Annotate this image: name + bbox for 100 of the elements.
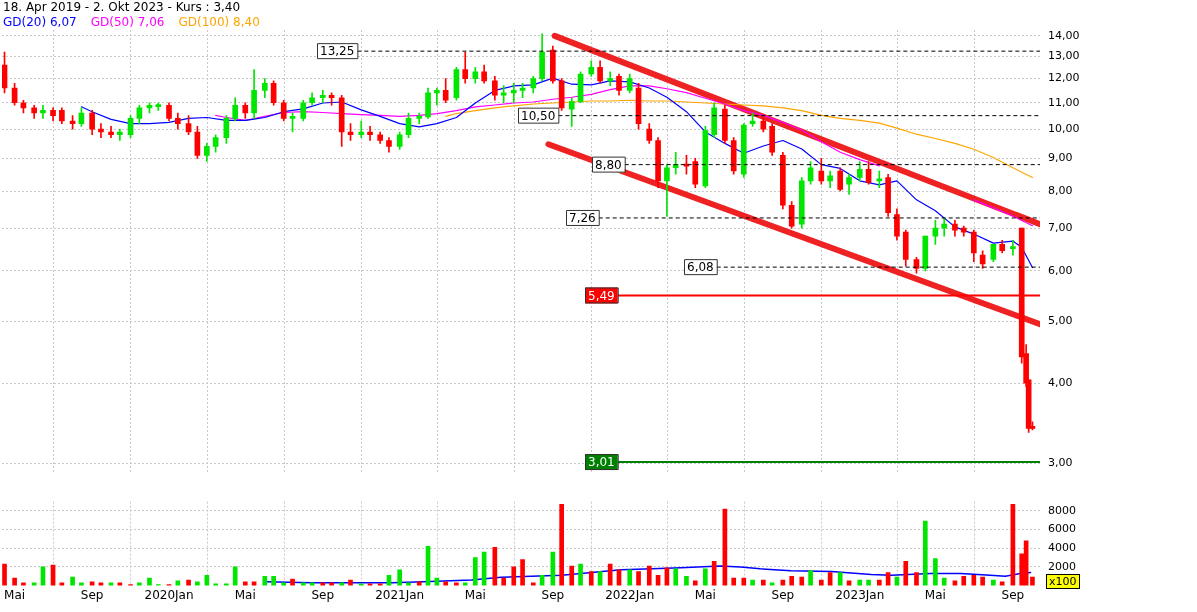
x-tick-label: 2021Jan <box>375 587 425 602</box>
x-tick-label: 2022Jan <box>605 587 655 602</box>
y-tick-label: 2000 <box>1048 559 1076 573</box>
candlestick <box>40 104 46 119</box>
bar <box>290 578 295 586</box>
bar <box>70 576 75 586</box>
candlestick <box>1010 239 1016 256</box>
bar <box>607 563 613 586</box>
bar <box>530 582 536 586</box>
bar <box>646 565 652 586</box>
candlestick <box>607 71 614 86</box>
bar <box>933 558 938 586</box>
y-tick-label: 13,00 <box>1048 49 1080 63</box>
bar <box>941 577 947 586</box>
bar <box>454 582 459 586</box>
bar <box>588 571 594 586</box>
bar <box>281 582 287 586</box>
ref-line-label: 10,50 <box>521 108 556 123</box>
y-tick-label: 11,00 <box>1048 95 1080 109</box>
ref-line-label: 8,80 <box>595 157 622 172</box>
bar <box>300 582 306 586</box>
bar <box>21 582 26 586</box>
bar <box>569 565 575 586</box>
y-tick-label: 8000 <box>1048 503 1076 517</box>
x-tick-label: Sep <box>541 587 565 602</box>
ref-line-label: 3,01 <box>588 455 615 470</box>
bar <box>511 566 517 586</box>
bar <box>462 582 468 586</box>
x-tick-label: Sep <box>771 587 795 602</box>
bar <box>731 577 737 586</box>
y-tick-label: 4000 <box>1048 541 1076 555</box>
candlestick <box>434 87 440 106</box>
candlestick <box>672 151 679 175</box>
bar <box>627 569 633 586</box>
bar <box>339 582 345 586</box>
bar <box>971 575 977 586</box>
bar <box>271 575 276 586</box>
bar <box>684 575 689 586</box>
y-tick-label: 10,00 <box>1048 122 1080 136</box>
chart-title: 18. Apr 2019 - 2. Okt 2023 - Kurs : 3,40 <box>3 0 241 14</box>
y-tick-label: 8,00 <box>1048 183 1073 197</box>
bar <box>406 582 411 586</box>
candlestick <box>358 120 365 138</box>
bar <box>213 583 218 586</box>
bar <box>397 569 403 586</box>
bar <box>147 577 152 586</box>
text: x100 <box>1046 573 1080 589</box>
bar <box>329 582 334 586</box>
bar <box>673 568 679 586</box>
bar <box>501 577 506 586</box>
bar <box>358 583 364 586</box>
bar <box>559 504 564 586</box>
bar <box>903 561 909 586</box>
text: GD(50) 7,06 <box>90 15 165 29</box>
candlestick <box>117 128 123 141</box>
y-tick-label: 9,00 <box>1048 151 1073 165</box>
bar <box>224 583 229 586</box>
ref-line-label: 7,26 <box>569 211 596 226</box>
ref-line-label: 6,08 <box>687 260 714 275</box>
bar <box>2 563 7 586</box>
candlestick <box>98 123 104 138</box>
y-tick-label: 3,00 <box>1048 455 1073 469</box>
bar <box>922 520 928 586</box>
y-tick-label: 7,00 <box>1048 220 1073 234</box>
y-tick-label: 14,00 <box>1048 28 1080 42</box>
candlestick <box>108 126 114 138</box>
x-tick-label: Sep <box>1001 587 1025 602</box>
bar <box>741 577 747 586</box>
bar <box>789 575 795 586</box>
x-tick-label: Mai <box>924 587 946 602</box>
x-tick-label: 2020Jan <box>144 587 194 602</box>
bar <box>703 568 708 586</box>
bar <box>837 572 843 586</box>
ref-line-label: 13,25 <box>320 44 355 59</box>
bar <box>204 575 210 586</box>
text: GD(100) 8,40 <box>178 15 260 29</box>
x-tick-label: Mai <box>464 587 486 602</box>
x-tick-label: Mai <box>4 587 26 602</box>
bar <box>550 551 556 586</box>
x-tick-label: Mai <box>234 587 256 602</box>
ref-line-label: 5,49 <box>588 288 615 303</box>
bar <box>232 566 238 586</box>
y-tick-label: 5,00 <box>1048 314 1073 328</box>
bar <box>79 582 84 586</box>
bar <box>472 557 478 586</box>
bar <box>137 582 142 586</box>
x-tick-label: Sep <box>80 587 104 602</box>
candlestick <box>510 82 517 104</box>
bar <box>320 582 326 586</box>
bar <box>1030 576 1035 586</box>
bar <box>12 577 17 586</box>
bar <box>799 576 805 586</box>
bar <box>520 559 525 586</box>
bar <box>808 570 813 586</box>
y-tick-label: 4,00 <box>1048 376 1073 390</box>
x-tick-label: 2023Jan <box>835 587 885 602</box>
candlestick <box>319 90 326 104</box>
candlestick <box>367 126 373 141</box>
bar <box>961 575 967 586</box>
x-tick-label: Mai <box>694 587 716 602</box>
